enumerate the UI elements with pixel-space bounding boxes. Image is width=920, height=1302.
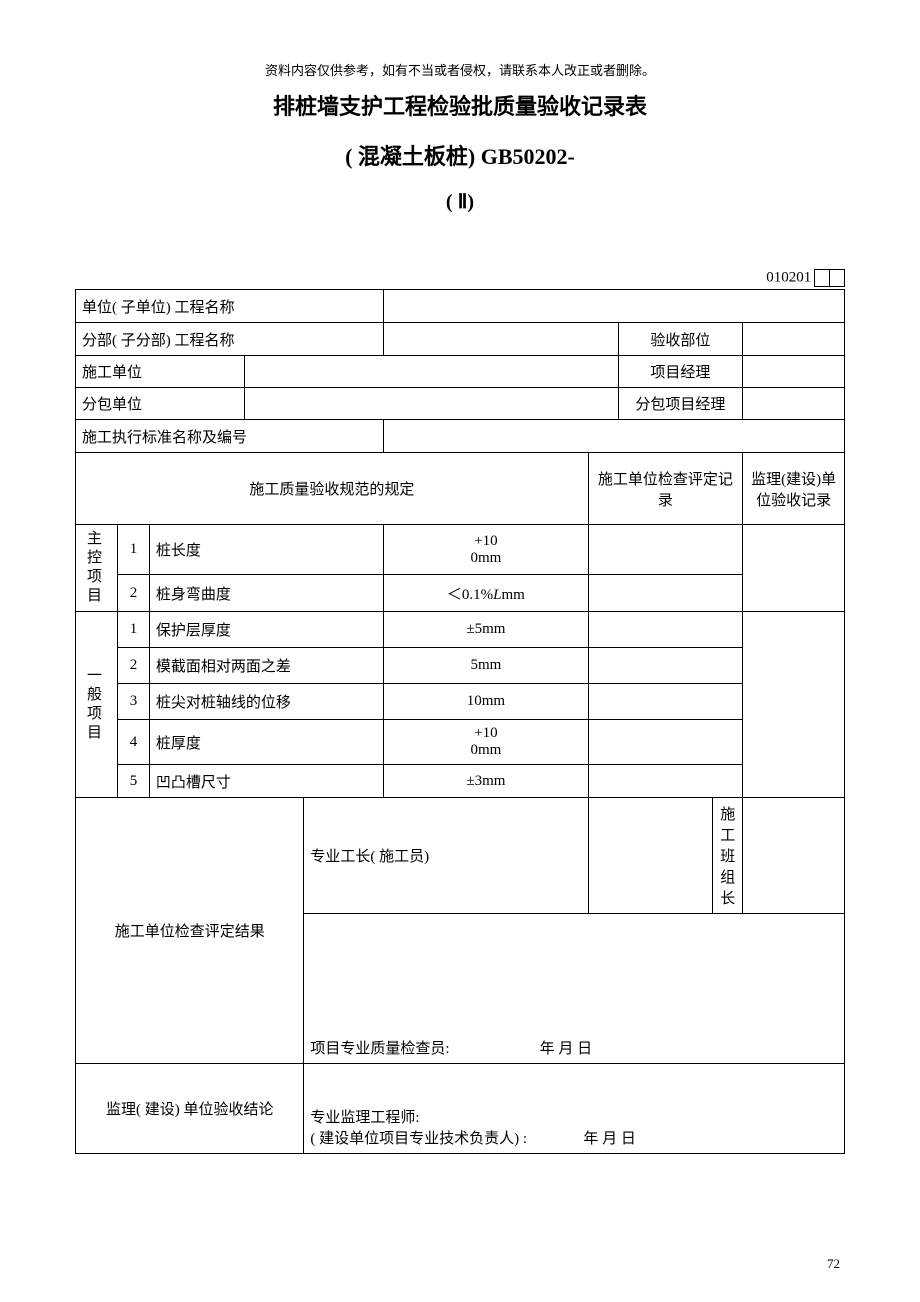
gen-row-3-num: 3 bbox=[117, 684, 149, 720]
mc-row-2-spec: ＜0.1%Lmm bbox=[384, 575, 589, 612]
title-line-2: ( 混凝土板桩) GB50202- bbox=[75, 139, 845, 171]
mc-row-2-num: 2 bbox=[117, 575, 149, 612]
gen-row-5-spec: ±3mm bbox=[384, 765, 589, 798]
mc-row-1-num: 1 bbox=[117, 525, 149, 575]
acceptance-part-label: 验收部位 bbox=[618, 323, 743, 356]
mc-row-2-item: 桩身弯曲度 bbox=[149, 575, 383, 612]
acceptance-part-value bbox=[743, 323, 845, 356]
unit-result-label: 施工单位检查评定结果 bbox=[76, 798, 304, 1064]
mc-row-1-spec: +10 0mm bbox=[384, 525, 589, 575]
mc-row-1-check bbox=[588, 525, 743, 575]
subcontract-unit-label: 分包单位 bbox=[76, 388, 245, 420]
gen-row-1-num: 1 bbox=[117, 612, 149, 648]
mc-row-1-item: 桩长度 bbox=[149, 525, 383, 575]
code-boxes bbox=[815, 269, 845, 287]
foreman-value bbox=[588, 798, 713, 914]
construction-unit-label: 施工单位 bbox=[76, 356, 245, 388]
gen-row-2-check bbox=[588, 648, 743, 684]
page-number: 72 bbox=[827, 1256, 840, 1272]
standard-value bbox=[384, 420, 845, 453]
gen-row-5-item: 凹凸槽尺寸 bbox=[149, 765, 383, 798]
gen-row-3-item: 桩尖对桩轴线的位移 bbox=[149, 684, 383, 720]
form-code-row: 010201 bbox=[75, 269, 845, 287]
supervision-conclusion-label: 监理( 建设) 单位验收结论 bbox=[76, 1064, 304, 1154]
gen-row-1-spec: ±5mm bbox=[384, 612, 589, 648]
supervision-header: 监理(建设)单位验收记录 bbox=[743, 453, 845, 525]
subcontract-pm-label: 分包项目经理 bbox=[618, 388, 743, 420]
gen-row-4-spec: +10 0mm bbox=[384, 720, 589, 765]
gen-row-4-item: 桩厚度 bbox=[149, 720, 383, 765]
main-table: 单位( 子单位) 工程名称 分部( 子分部) 工程名称 验收部位 施工单位 项目… bbox=[75, 289, 845, 1154]
gen-supervision bbox=[743, 612, 845, 798]
sub-project-value bbox=[384, 323, 618, 356]
gen-row-1-item: 保护层厚度 bbox=[149, 612, 383, 648]
standard-label: 施工执行标准名称及编号 bbox=[76, 420, 384, 453]
disclaimer-text: 资料内容仅供参考，如有不当或者侵权，请联系本人改正或者删除。 bbox=[75, 60, 845, 79]
general-group: 一般项目 bbox=[76, 612, 118, 798]
mc-row-2-check bbox=[588, 575, 743, 612]
project-manager-label: 项目经理 bbox=[618, 356, 743, 388]
unit-result-content: 项目专业质量检查员: 年 月 日 bbox=[304, 914, 845, 1064]
subcontract-unit-value bbox=[244, 388, 618, 420]
gen-row-4-check bbox=[588, 720, 743, 765]
title-line-1: 排桩墙支护工程检验批质量验收记录表 bbox=[75, 89, 845, 121]
team-leader-label: 施工班组长 bbox=[713, 798, 743, 914]
sub-project-label: 分部( 子分部) 工程名称 bbox=[76, 323, 384, 356]
team-leader-value bbox=[743, 798, 845, 914]
check-record-header: 施工单位检查评定记录 bbox=[588, 453, 743, 525]
gen-row-3-spec: 10mm bbox=[384, 684, 589, 720]
gen-row-5-check bbox=[588, 765, 743, 798]
gen-row-5-num: 5 bbox=[117, 765, 149, 798]
form-code: 010201 bbox=[766, 269, 811, 285]
gen-row-2-num: 2 bbox=[117, 648, 149, 684]
subcontract-pm-value bbox=[743, 388, 845, 420]
gen-row-4-num: 4 bbox=[117, 720, 149, 765]
gen-row-2-spec: 5mm bbox=[384, 648, 589, 684]
project-manager-value bbox=[743, 356, 845, 388]
construction-unit-value bbox=[244, 356, 618, 388]
unit-project-value bbox=[384, 290, 845, 323]
unit-project-label: 单位( 子单位) 工程名称 bbox=[76, 290, 384, 323]
main-control-group: 主控项目 bbox=[76, 525, 118, 612]
gen-row-2-item: 模截面相对两面之差 bbox=[149, 648, 383, 684]
mc-supervision bbox=[743, 525, 845, 612]
spec-header: 施工质量验收规范的规定 bbox=[76, 453, 589, 525]
foreman-label: 专业工长( 施工员) bbox=[304, 798, 588, 914]
supervision-conclusion-content: 专业监理工程师: ( 建设单位项目专业技术负责人) : 年 月 日 bbox=[304, 1064, 845, 1154]
title-line-3: ( Ⅱ) bbox=[75, 189, 845, 214]
gen-row-3-check bbox=[588, 684, 743, 720]
gen-row-1-check bbox=[588, 612, 743, 648]
